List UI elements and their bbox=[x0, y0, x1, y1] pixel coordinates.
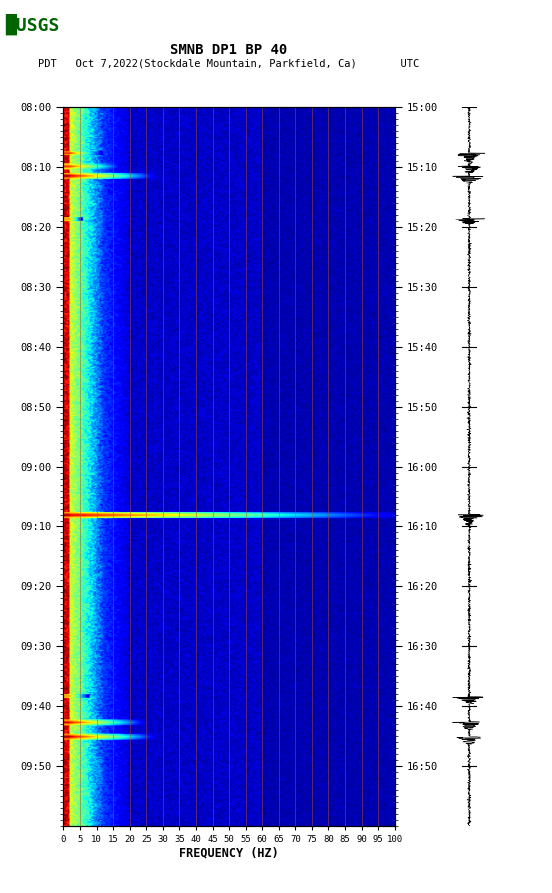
X-axis label: FREQUENCY (HZ): FREQUENCY (HZ) bbox=[179, 847, 279, 860]
Text: SMNB DP1 BP 40: SMNB DP1 BP 40 bbox=[171, 43, 288, 57]
Text: █USGS: █USGS bbox=[6, 13, 60, 35]
Text: PDT   Oct 7,2022(Stockdale Mountain, Parkfield, Ca)       UTC: PDT Oct 7,2022(Stockdale Mountain, Parkf… bbox=[39, 58, 420, 68]
